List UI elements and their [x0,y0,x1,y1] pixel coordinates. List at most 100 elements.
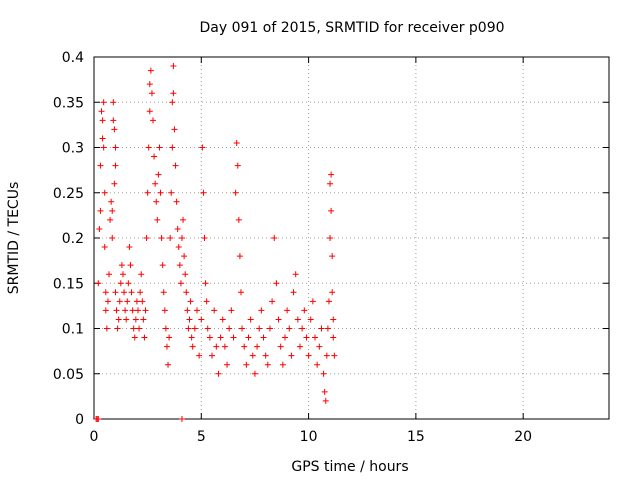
x-tick-label: 15 [407,429,425,445]
data-point [127,262,134,269]
data-point [165,361,172,368]
data-point [200,189,207,196]
data-point [102,289,109,296]
data-point [160,289,167,296]
data-point [103,325,110,332]
data-point [157,189,164,196]
data-point [320,370,327,377]
data-point [178,416,185,422]
data-point [144,189,151,196]
data-point [286,325,293,332]
data-point [166,334,173,341]
data-point [178,235,185,241]
data-point [153,198,160,205]
data-point [271,235,278,241]
chart-title: Day 091 of 2015, SRMTID for receiver p09… [199,20,504,36]
data-point [301,307,308,314]
data-point [183,289,190,296]
y-tick-label: 0.35 [53,95,84,111]
data-point [172,162,179,169]
data-point [194,307,200,314]
data-point [101,189,108,196]
data-point [260,334,267,341]
x-tick-label: 20 [514,429,532,445]
data-point [273,280,280,287]
data-point [275,316,282,323]
data-point [181,253,188,260]
data-point [327,180,334,187]
data-point [99,135,106,142]
tick-layer: 0 5 10 15 20 0 0.05 0.1 0.15 0.2 0.25 0.3 0.35 0.4 [53,50,609,445]
data-point [97,162,104,169]
data-point [111,126,118,133]
data-point [266,325,273,332]
data-point [169,99,176,106]
data-point [102,307,109,314]
data-point [125,280,132,287]
data-point [196,352,203,359]
data-point [329,253,336,260]
grid-layer [94,57,609,419]
data-point [264,361,271,368]
data-point [235,216,242,223]
x-tick-label: 0 [90,429,99,445]
data-point [184,307,191,314]
data-point [185,325,192,332]
data-point [211,307,218,314]
data-point [290,289,297,296]
data-point [180,216,187,223]
data-point [174,225,181,232]
data-point [137,289,144,296]
data-point [171,126,178,133]
data-point [104,298,111,305]
data-point [237,289,244,296]
data-point [186,316,193,323]
data-point [173,198,180,205]
data-point [121,289,128,296]
data-point [176,262,183,269]
data-point [142,307,149,314]
data-point [247,316,254,323]
data-point [156,144,163,151]
data-point [122,307,129,314]
data-point [154,216,161,223]
data-point [241,343,248,350]
x-tick-label: 5 [197,429,206,445]
data-point [162,325,169,332]
data-point [147,67,154,74]
data-point [204,325,211,332]
data-point [202,280,209,287]
data-point [321,388,328,395]
data-point [203,298,210,305]
data-point [312,334,319,341]
data-point [256,325,263,332]
data-point [148,90,155,97]
data-point [215,370,222,377]
data-point [119,271,126,278]
data-point [277,343,284,350]
data-point [110,117,117,124]
x-tick-label: 10 [300,429,318,445]
data-point [328,171,335,178]
data-point [110,99,117,106]
data-point [201,235,208,241]
data-point [167,235,174,241]
data-point [109,207,116,214]
data-point [116,298,123,305]
y-tick-label: 0.2 [62,231,84,247]
data-point [151,153,158,160]
data-point [327,235,334,241]
data-point [132,316,139,323]
data-point [328,207,335,214]
data-point [145,144,152,151]
data-point [126,244,133,251]
data-point [101,244,108,251]
data-point [161,307,168,314]
data-point [297,343,303,350]
y-tick-label: 0.15 [53,276,84,292]
data-point [262,352,269,359]
data-point [329,289,336,296]
points-layer [93,63,338,422]
data-point [188,334,195,341]
data-point [146,108,153,115]
